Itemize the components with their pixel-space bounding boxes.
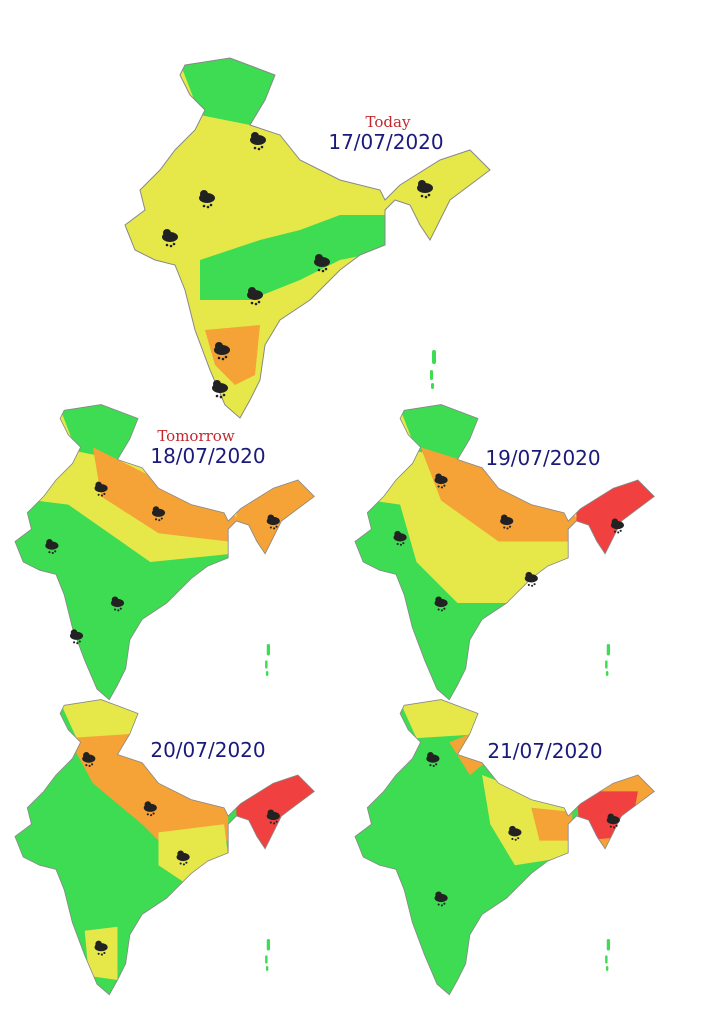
map-date: 17/07/2020 [328,130,443,154]
map-today: Today 17/07/2020 [124,57,491,419]
map-day4 [14,699,315,996]
map-date: 20/07/2020 [150,738,265,762]
map-label: Tomorrow [157,427,234,445]
map-date: 19/07/2020 [485,446,600,470]
map-date: 21/07/2020 [487,739,602,763]
map-date: 18/07/2020 [150,444,265,468]
map-label: Today [366,113,411,131]
map-day3 [354,404,655,701]
